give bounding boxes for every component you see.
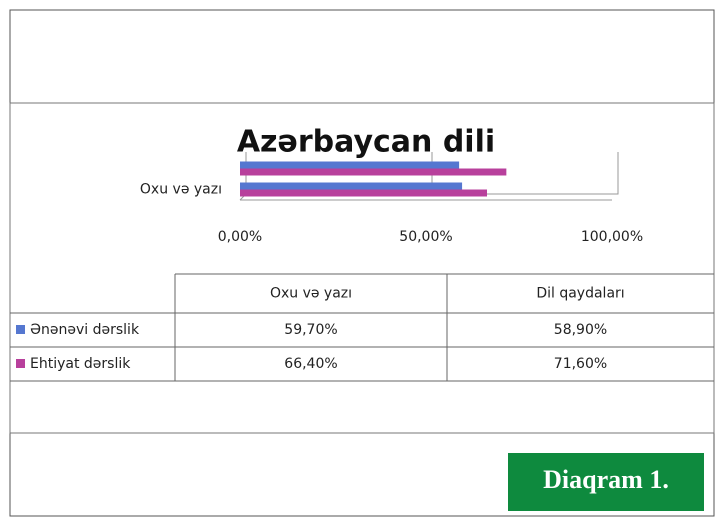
legend-label: Ehtiyat dərslik (30, 356, 131, 372)
y-tick-label: Oxu və yazı (140, 182, 222, 198)
bar (240, 189, 488, 197)
table-value: 58,90% (554, 322, 607, 338)
table-value: 59,70% (284, 322, 337, 338)
table-header: Dil qaydaları (536, 286, 624, 302)
legend-swatch (16, 359, 25, 368)
legend-label: Ənənəvi dərslik (30, 322, 140, 338)
bar (240, 168, 507, 176)
table-header: Oxu və yazı (270, 286, 352, 302)
x-tick-label: 50,00% (399, 229, 452, 245)
legend-swatch (16, 325, 25, 334)
bar (240, 182, 463, 190)
chart-title: Azərbaycan dili (237, 125, 495, 160)
annotation: Diaqram 1. (543, 465, 669, 494)
chart-area (9, 102, 715, 434)
x-tick-label: 0,00% (218, 229, 262, 245)
bar (240, 161, 460, 169)
table-value: 66,40% (284, 356, 337, 372)
annotation-box (508, 453, 704, 511)
x-tick-label: 100,00% (581, 229, 643, 245)
table-value: 71,60% (554, 356, 607, 372)
